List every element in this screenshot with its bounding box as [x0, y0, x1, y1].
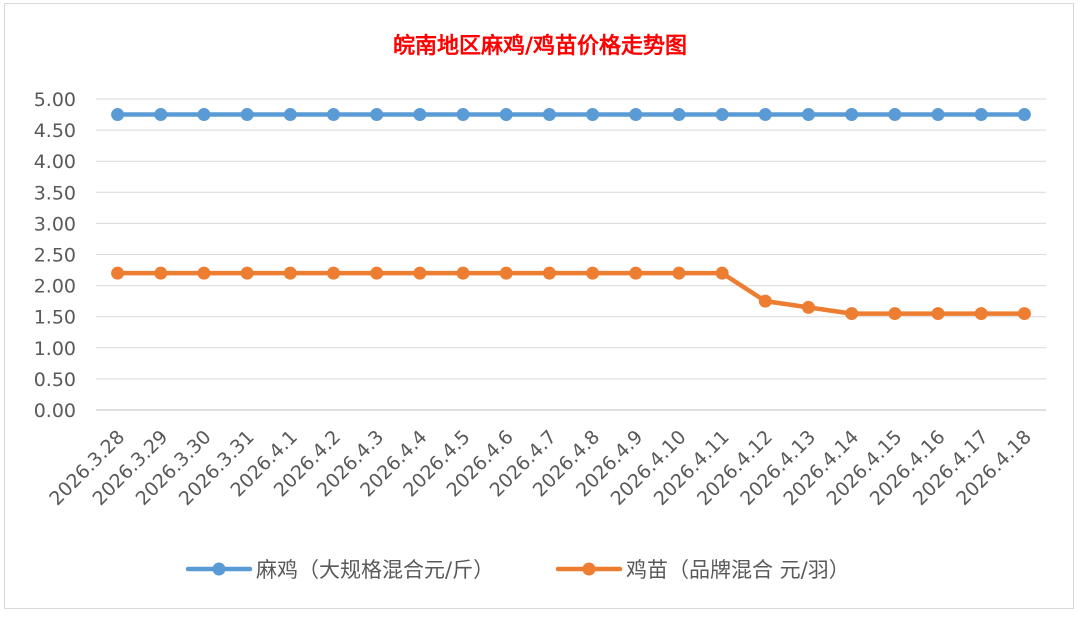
data-point [154, 108, 168, 122]
data-point [758, 108, 772, 122]
data-point [888, 307, 902, 321]
data-point [758, 294, 772, 308]
y-axis: 0.00 0.50 1.00 1.50 2.00 2.50 3.00 3.50 4.00 4.50… [34, 89, 76, 422]
y-tick-label: 2.50 [34, 245, 76, 267]
data-point [499, 266, 513, 280]
data-point [327, 108, 340, 122]
data-point [802, 300, 815, 314]
data-point [845, 108, 859, 122]
data-point [802, 108, 815, 122]
data-point [931, 307, 945, 321]
legend-item: 鸡苗（品牌混合 元/羽） [555, 558, 850, 582]
data-point [845, 307, 859, 321]
data-point [456, 108, 470, 122]
legend-swatch-marker [212, 562, 226, 576]
data-point [197, 108, 211, 122]
data-point [586, 266, 600, 280]
data-point [413, 266, 427, 280]
series-2 [111, 266, 1031, 321]
data-point [542, 266, 556, 280]
data-point [283, 266, 297, 280]
data-point [327, 266, 340, 280]
data-point [931, 108, 945, 122]
data-point [888, 108, 902, 122]
data-point [715, 266, 729, 280]
data-point [240, 108, 254, 122]
series-line [115, 270, 1027, 316]
y-tick-label: 0.00 [34, 400, 76, 422]
y-tick-label: 2.00 [34, 276, 76, 298]
y-tick-label: 0.50 [34, 369, 76, 391]
legend-swatch-marker [582, 562, 596, 576]
data-point [1017, 108, 1031, 122]
data-point [672, 266, 686, 280]
legend-label: 鸡苗（品牌混合 元/羽） [626, 558, 850, 582]
data-point [499, 108, 513, 122]
data-point [197, 266, 211, 280]
legend-label: 麻鸡（大规格混合元/斤） [256, 558, 494, 582]
y-tick-label: 1.00 [34, 338, 76, 360]
data-point [672, 108, 686, 122]
legend-item: 麻鸡（大规格混合元/斤） [185, 558, 494, 582]
grid-lines [96, 98, 1046, 411]
data-point [413, 108, 427, 122]
data-point [715, 108, 729, 122]
chart-title: 皖南地区麻鸡/鸡苗价格走势图 [393, 33, 687, 59]
y-tick-label: 4.50 [34, 120, 76, 142]
data-point [586, 108, 600, 122]
data-point [974, 307, 988, 321]
data-point [283, 108, 297, 122]
y-tick-label: 3.00 [34, 213, 76, 235]
y-tick-label: 1.50 [34, 307, 76, 329]
series-1 [111, 108, 1031, 122]
x-axis: 2026.3.282026.3.292026.3.302026.3.312026… [45, 409, 1046, 510]
data-point [456, 266, 470, 280]
data-point [111, 108, 125, 122]
series-group [111, 108, 1031, 321]
data-point [240, 266, 254, 280]
y-tick-label: 5.00 [34, 89, 76, 111]
data-point [111, 266, 125, 280]
data-point [974, 108, 988, 122]
y-tick-label: 4.00 [34, 151, 76, 173]
data-point [629, 108, 643, 122]
data-point [629, 266, 643, 280]
legend: 麻鸡（大规格混合元/斤） 鸡苗（品牌混合 元/羽） [185, 558, 850, 582]
data-point [370, 266, 384, 280]
data-point [542, 108, 556, 122]
data-point [1017, 307, 1031, 321]
data-point [370, 108, 384, 122]
data-point [154, 266, 168, 280]
y-tick-label: 3.50 [34, 182, 76, 204]
